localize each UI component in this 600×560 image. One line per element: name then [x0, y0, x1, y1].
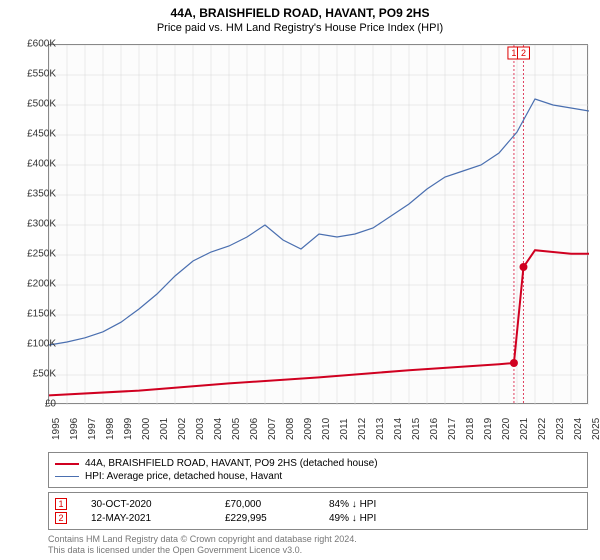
legend-label: HPI: Average price, detached house, Hava… [85, 471, 282, 482]
x-tick-label: 1995 [51, 418, 62, 440]
x-tick-label: 2008 [285, 418, 296, 440]
y-tick-label: £250K [27, 249, 56, 260]
y-tick-label: £400K [27, 159, 56, 170]
x-tick-label: 2023 [555, 418, 566, 440]
legend-swatch [55, 463, 79, 465]
legend-swatch [55, 476, 79, 477]
chart-title: 44A, BRAISHFIELD ROAD, HAVANT, PO9 2HS [0, 0, 600, 20]
y-tick-label: £0 [45, 399, 56, 410]
x-tick-label: 2021 [519, 418, 530, 440]
marker-delta: 49% ↓ HPI [329, 513, 376, 524]
y-tick-label: £550K [27, 69, 56, 80]
marker-delta: 84% ↓ HPI [329, 499, 376, 510]
chart-plot-area: 12 [48, 44, 588, 404]
x-tick-label: 2022 [537, 418, 548, 440]
y-tick-label: £300K [27, 219, 56, 230]
x-tick-label: 1996 [69, 418, 80, 440]
svg-text:1: 1 [511, 48, 516, 58]
x-tick-label: 2016 [429, 418, 440, 440]
x-tick-label: 2003 [195, 418, 206, 440]
y-tick-label: £450K [27, 129, 56, 140]
marker-row: 1 30-OCT-2020 £70,000 84% ↓ HPI [55, 497, 581, 511]
x-tick-label: 2017 [447, 418, 458, 440]
x-tick-label: 2012 [357, 418, 368, 440]
marker-date: 12-MAY-2021 [91, 513, 201, 524]
footer-line-1: Contains HM Land Registry data © Crown c… [48, 534, 588, 545]
x-tick-label: 2002 [177, 418, 188, 440]
y-tick-label: £100K [27, 339, 56, 350]
x-tick-label: 1999 [123, 418, 134, 440]
x-tick-label: 2006 [249, 418, 260, 440]
x-tick-label: 2011 [339, 418, 350, 440]
x-tick-label: 2000 [141, 418, 152, 440]
legend-label: 44A, BRAISHFIELD ROAD, HAVANT, PO9 2HS (… [85, 458, 378, 469]
x-tick-label: 1997 [87, 418, 98, 440]
svg-text:2: 2 [521, 48, 526, 58]
x-tick-label: 2014 [393, 418, 404, 440]
x-tick-label: 2013 [375, 418, 386, 440]
x-tick-label: 2015 [411, 418, 422, 440]
x-tick-label: 2005 [231, 418, 242, 440]
x-tick-label: 2001 [159, 418, 170, 440]
y-tick-label: £500K [27, 99, 56, 110]
marker-price: £229,995 [225, 513, 305, 524]
x-tick-label: 2010 [321, 418, 332, 440]
y-tick-label: £600K [27, 39, 56, 50]
marker-row: 2 12-MAY-2021 £229,995 49% ↓ HPI [55, 511, 581, 525]
y-tick-label: £150K [27, 309, 56, 320]
x-tick-label: 2018 [465, 418, 476, 440]
markers-box: 1 30-OCT-2020 £70,000 84% ↓ HPI 2 12-MAY-2021… [48, 492, 588, 530]
y-tick-label: £200K [27, 279, 56, 290]
y-tick-label: £50K [33, 369, 56, 380]
legend-item: HPI: Average price, detached house, Hava… [55, 470, 581, 483]
x-tick-label: 2004 [213, 418, 224, 440]
marker-badge: 2 [55, 512, 67, 524]
chart-container: 44A, BRAISHFIELD ROAD, HAVANT, PO9 2HS P… [0, 0, 600, 560]
marker-price: £70,000 [225, 499, 305, 510]
y-tick-label: £350K [27, 189, 56, 200]
x-tick-label: 2007 [267, 418, 278, 440]
chart-subtitle: Price paid vs. HM Land Registry's House … [0, 20, 600, 34]
legend-box: 44A, BRAISHFIELD ROAD, HAVANT, PO9 2HS (… [48, 452, 588, 488]
legend-item: 44A, BRAISHFIELD ROAD, HAVANT, PO9 2HS (… [55, 457, 581, 470]
footer-attribution: Contains HM Land Registry data © Crown c… [48, 534, 588, 556]
x-tick-label: 2024 [573, 418, 584, 440]
x-tick-label: 1998 [105, 418, 116, 440]
x-tick-label: 2009 [303, 418, 314, 440]
x-tick-label: 2019 [483, 418, 494, 440]
x-tick-label: 2025 [591, 418, 600, 440]
marker-badge: 1 [55, 498, 67, 510]
footer-line-2: This data is licensed under the Open Gov… [48, 545, 588, 556]
marker-date: 30-OCT-2020 [91, 499, 201, 510]
x-tick-label: 2020 [501, 418, 512, 440]
chart-svg: 12 [49, 45, 589, 405]
